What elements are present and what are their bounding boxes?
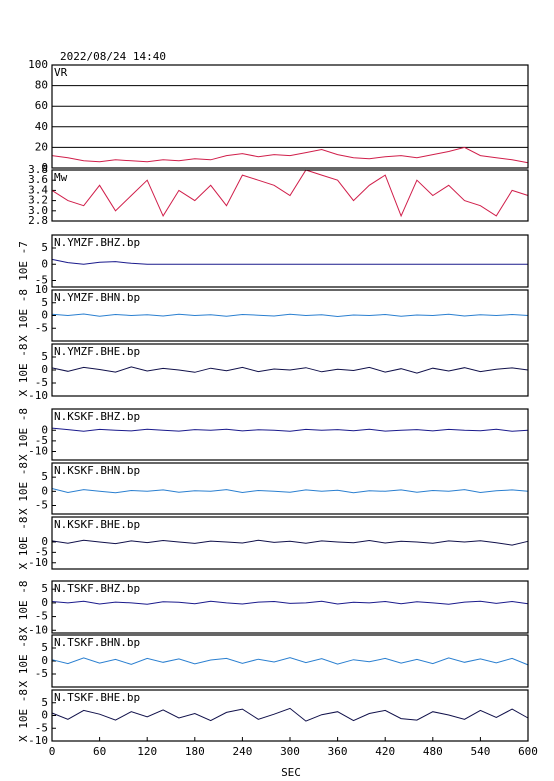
panel-label: N.KSKF.BHE.bp — [54, 518, 140, 531]
series-line — [51, 169, 529, 218]
y-tick-label: 40 — [35, 120, 48, 133]
panel-frame — [51, 462, 529, 515]
y-tick-label: -10 — [28, 389, 48, 402]
series-line — [51, 146, 529, 164]
panel-label: N.TSKF.BHE.bp — [54, 691, 140, 704]
y-tick-label: 0 — [41, 309, 48, 322]
panel-frame — [51, 234, 529, 288]
y-tick-label: -10 — [28, 734, 48, 747]
y-tick-label: 5 — [41, 296, 48, 309]
y-tick-label: 10 — [35, 283, 48, 296]
panel-frame — [51, 580, 529, 634]
page-title: 2022/08/24 14:40 — [60, 50, 166, 63]
y-axis-label: X 10E -8 — [17, 635, 30, 688]
y-tick-label: -5 — [35, 376, 48, 389]
panel-label: N.KSKF.BHN.bp — [54, 464, 140, 477]
y-tick-label: -5 — [35, 274, 48, 287]
x-tick-label: 60 — [93, 745, 106, 758]
y-tick-label: -5 — [35, 610, 48, 623]
x-tick-label: 240 — [232, 745, 252, 758]
panel-label: VR — [54, 66, 68, 79]
y-tick-label: 5 — [41, 241, 48, 254]
series-line — [51, 366, 529, 374]
panel-frame — [51, 169, 529, 222]
y-tick-label: -10 — [28, 623, 48, 636]
y-axis-label: X 10E -8 — [17, 344, 30, 397]
x-tick-label: 480 — [423, 745, 443, 758]
x-tick-label: 360 — [328, 745, 348, 758]
y-axis-label: X 10E -8 — [17, 408, 30, 461]
y-tick-label: -5 — [35, 434, 48, 447]
x-tick-label: 600 — [518, 745, 538, 758]
x-tick-label: 0 — [49, 745, 56, 758]
series-line — [51, 427, 529, 432]
y-tick-label: 3.8 — [28, 163, 48, 176]
x-tick-label: 540 — [470, 745, 490, 758]
y-axis-label: 10E -7 — [17, 241, 30, 281]
y-axis-label: X 10E -8 — [17, 689, 30, 742]
panel-frame — [51, 408, 529, 461]
y-axis-label: X 10E -8 — [17, 289, 30, 342]
y-axis-label: X 10E -8 — [17, 462, 30, 515]
y-tick-label: 5 — [41, 582, 48, 595]
panel-label: N.TSKF.BHN.bp — [54, 636, 140, 649]
panel-frame — [51, 634, 529, 688]
y-tick-label: 0 — [41, 484, 48, 497]
series-line — [51, 313, 529, 318]
y-tick-label: 5 — [41, 470, 48, 483]
panel-label: N.YMZF.BHN.bp — [54, 291, 140, 304]
y-tick-label: -5 — [35, 545, 48, 558]
y-tick-label: 0 — [41, 535, 48, 548]
y-tick-label: 80 — [35, 79, 48, 92]
y-tick-label: -5 — [35, 721, 48, 734]
y-axis-label: X 10E -8 — [17, 517, 30, 570]
y-tick-label: 3.4 — [28, 183, 48, 196]
y-tick-label: 0 — [41, 257, 48, 270]
y-tick-label: 3.0 — [28, 204, 48, 217]
x-tick-label: 180 — [185, 745, 205, 758]
panel-frame — [51, 64, 529, 169]
series-line — [51, 600, 529, 605]
panel-label: N.KSKF.BHZ.bp — [54, 410, 140, 423]
y-tick-label: 60 — [35, 99, 48, 112]
y-tick-label: -10 — [28, 445, 48, 458]
y-tick-label: -5 — [35, 667, 48, 680]
y-tick-label: 3.2 — [28, 194, 48, 207]
y-tick-label: 0 — [41, 363, 48, 376]
y-tick-label: 20 — [35, 140, 48, 153]
y-tick-label: 0 — [41, 161, 48, 174]
y-tick-label: 5 — [41, 641, 48, 654]
series-line — [51, 258, 528, 265]
series-line — [51, 539, 529, 546]
panel-label: Mw — [54, 171, 68, 184]
y-tick-label: -5 — [35, 499, 48, 512]
y-tick-label: 0 — [41, 596, 48, 609]
y-tick-label: 3.6 — [28, 173, 48, 186]
panel-frame — [51, 343, 529, 397]
panel-frame — [51, 516, 529, 570]
x-tick-label: 420 — [375, 745, 395, 758]
y-axis-label: X 10E -8 — [17, 581, 30, 634]
x-axis-label: SEC — [281, 766, 301, 779]
panel-frame — [51, 289, 529, 342]
y-tick-label: 0 — [41, 423, 48, 436]
x-tick-label: 120 — [137, 745, 157, 758]
y-tick-label: -5 — [35, 321, 48, 334]
panel-label: N.YMZF.BHZ.bp — [54, 236, 140, 249]
y-tick-label: 0 — [41, 709, 48, 722]
y-tick-label: 5 — [41, 696, 48, 709]
y-tick-label: -10 — [28, 556, 48, 569]
x-tick-label: 300 — [280, 745, 300, 758]
y-tick-label: 0 — [41, 654, 48, 667]
panel-label: N.TSKF.BHZ.bp — [54, 582, 140, 595]
series-line — [51, 707, 529, 722]
series-line — [51, 488, 529, 494]
y-tick-label: 5 — [41, 350, 48, 363]
y-tick-label: 100 — [28, 58, 48, 71]
y-tick-label: 2.8 — [28, 214, 48, 227]
series-line — [51, 657, 529, 666]
panel-label: N.YMZF.BHE.bp — [54, 345, 140, 358]
